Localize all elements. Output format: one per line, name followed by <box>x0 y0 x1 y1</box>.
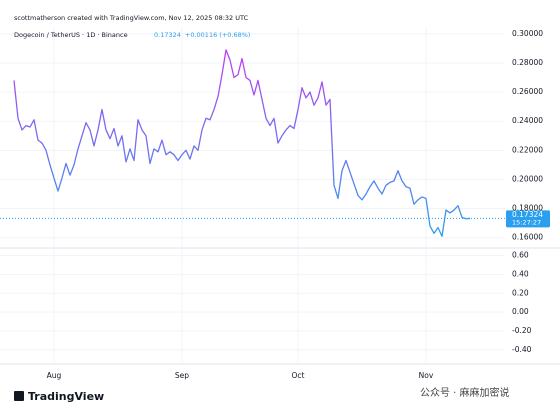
y-tick-label: 0.16000 <box>512 233 543 242</box>
logo-icon <box>14 391 24 401</box>
x-tick-label: Nov <box>419 371 434 380</box>
credit: scottmatherson created with TradingView.… <box>14 14 249 22</box>
logo-text: TradingView <box>28 390 104 403</box>
watermark: 公众号 · 麻麻加密说 <box>420 386 510 399</box>
price-tag-countdown: 15:27:27 <box>512 218 541 226</box>
y-tick-label: 0.60 <box>512 251 529 260</box>
y-tick-label: 0.20000 <box>512 174 543 183</box>
y-tick-label: -0.20 <box>512 326 532 335</box>
y-tick-label: 0.28000 <box>512 58 543 67</box>
y-tick-label: 0.00 <box>512 307 529 316</box>
price-tag-value: 0.17324 <box>512 210 543 219</box>
y-tick-label: 0.18000 <box>512 204 543 213</box>
y-tick-label: 0.22000 <box>512 145 543 154</box>
legend-price: 0.17324 <box>154 31 181 39</box>
y-tick-label: 0.26000 <box>512 87 543 96</box>
y-tick-label: -0.40 <box>512 345 532 354</box>
x-tick-label: Sep <box>175 371 189 380</box>
price-line <box>13 49 471 237</box>
x-tick-label: Aug <box>47 371 62 380</box>
price-tag <box>506 210 550 228</box>
x-tick-label: Oct <box>292 371 305 380</box>
y-tick-label: 0.30000 <box>512 29 543 38</box>
y-tick-label: 0.40 <box>512 269 529 278</box>
legend-change: +0.00116 (+0.68%) <box>185 31 251 39</box>
y-tick-label: 0.24000 <box>512 116 543 125</box>
y-tick-label: 0.20 <box>512 288 529 297</box>
logo: TradingView <box>14 390 104 403</box>
symbol: Dogecoin / TetherUS · 1D · Binance <box>14 31 128 39</box>
